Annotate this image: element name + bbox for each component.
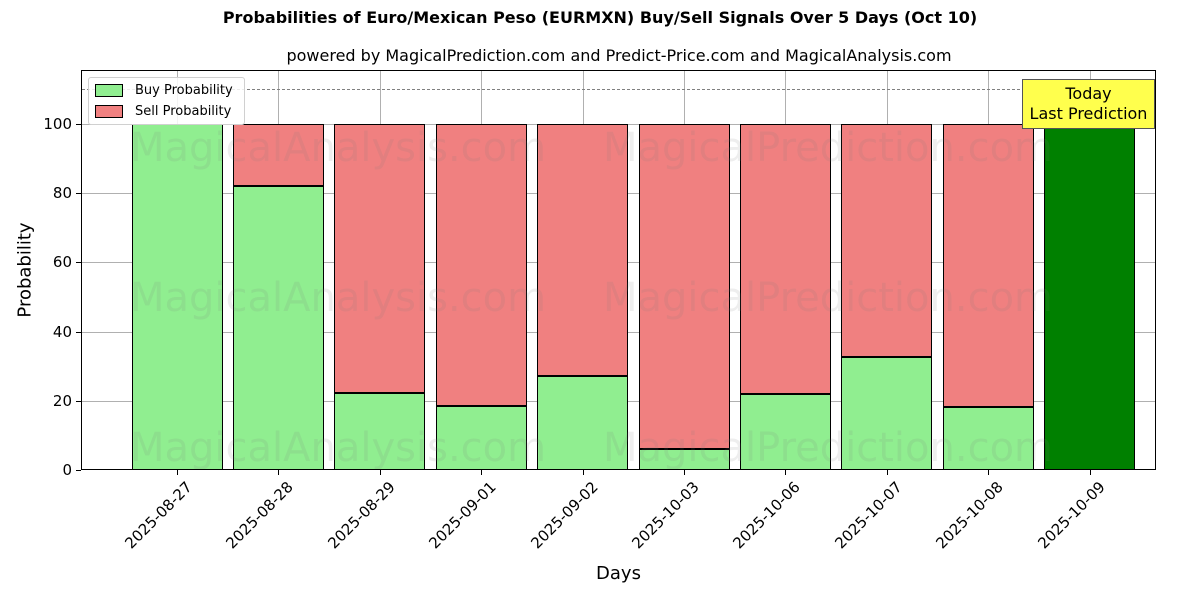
xtick-mark [278, 470, 280, 475]
xtick-label: 2025-10-03 [628, 478, 703, 553]
ytick-label: 20 [52, 391, 72, 410]
legend-swatch-buy [95, 84, 123, 97]
xtick-label: 2025-10-08 [932, 478, 1007, 553]
x-axis-label: Days [596, 563, 641, 584]
ytick-label: 80 [52, 184, 72, 203]
today-annotation: Today Last Prediction [1022, 79, 1155, 129]
bar-sell [841, 124, 933, 357]
xtick-mark [379, 470, 381, 475]
bar-sell [638, 124, 730, 449]
ytick-mark [76, 193, 81, 195]
bar-buy [841, 356, 933, 470]
ytick-mark [76, 400, 81, 402]
bar-buy [537, 375, 629, 470]
bar-sell [739, 124, 831, 394]
reference-line [82, 89, 1155, 90]
bar-sell [334, 124, 426, 393]
xtick-mark [1089, 470, 1091, 475]
xtick-label: 2025-08-28 [222, 478, 298, 553]
bar-buy [131, 124, 223, 470]
legend-label-buy: Buy Probability [135, 83, 233, 98]
bar-buy [232, 186, 324, 470]
legend-item-sell: Sell Probability [95, 104, 231, 119]
xtick-mark [886, 470, 888, 475]
chart-title: Probabilities of Euro/Mexican Peso (EURM… [222, 8, 978, 27]
ytick-label: 40 [52, 322, 72, 341]
ytick-mark [76, 331, 81, 333]
xtick-label: 2025-08-27 [121, 478, 196, 553]
plot-area [81, 70, 1156, 470]
chart-subtitle: powered by MagicalPrediction.com and Pre… [286, 46, 952, 65]
xtick-label: 2025-08-29 [324, 478, 399, 553]
xtick-mark [481, 470, 483, 475]
y-axis-label: Probability [14, 222, 36, 318]
bar-sell [942, 124, 1034, 408]
xtick-label: 2025-10-07 [831, 478, 906, 553]
legend-swatch-sell [95, 105, 123, 118]
legend: Buy Probability Sell Probability [88, 77, 245, 125]
bar-sell [537, 124, 629, 376]
bar-sell [435, 124, 527, 406]
annotation-line1: Today [1065, 84, 1112, 103]
bar-sell [232, 124, 324, 187]
xtick-label: 2025-10-09 [1033, 478, 1109, 553]
xtick-label: 2025-09-01 [425, 478, 500, 553]
xtick-label: 2025-09-02 [526, 478, 602, 553]
ytick-label: 0 [62, 461, 72, 479]
ytick-label: 60 [52, 253, 72, 272]
legend-item-buy: Buy Probability [95, 83, 233, 98]
legend-label-sell: Sell Probability [135, 104, 232, 119]
xtick-mark [785, 470, 787, 475]
xtick-mark [684, 470, 685, 475]
xtick-mark [582, 470, 584, 475]
ytick-label: 100 [43, 115, 72, 133]
xtick-mark [988, 470, 990, 475]
xtick-mark [177, 470, 178, 475]
bar-today [1044, 124, 1136, 470]
bar-buy [739, 393, 831, 470]
annotation-line2: Last Prediction [1029, 104, 1148, 123]
xtick-label: 2025-10-06 [729, 478, 805, 553]
ytick-mark [76, 262, 81, 264]
ytick-mark [76, 124, 81, 125]
ytick-mark [76, 470, 81, 471]
